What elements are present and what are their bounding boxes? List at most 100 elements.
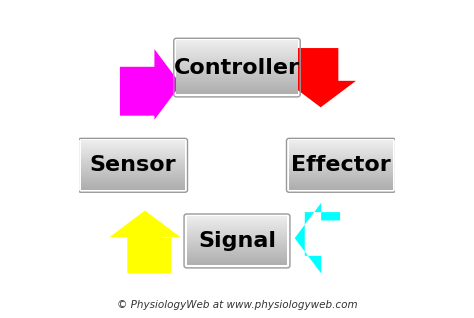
Bar — [187, 225, 287, 226]
Bar — [289, 147, 393, 149]
Bar — [81, 156, 185, 158]
Bar — [187, 216, 287, 218]
Bar — [187, 251, 287, 253]
Bar — [289, 143, 393, 145]
Bar — [289, 177, 393, 179]
Bar — [187, 244, 287, 246]
Bar — [81, 171, 185, 173]
Bar — [289, 169, 393, 171]
Bar — [187, 222, 287, 224]
Bar — [176, 69, 298, 71]
Bar — [289, 151, 393, 153]
Bar — [289, 164, 393, 166]
Bar — [187, 257, 287, 259]
Bar — [187, 262, 287, 264]
Bar — [81, 142, 185, 144]
Bar — [81, 151, 185, 153]
Bar — [81, 146, 185, 148]
Bar — [81, 144, 185, 146]
Bar — [187, 221, 287, 223]
Bar — [81, 157, 185, 159]
Bar — [187, 227, 287, 229]
Bar — [289, 163, 393, 165]
Text: © PhysiologyWeb at www.physiologyweb.com: © PhysiologyWeb at www.physiologyweb.com — [117, 300, 357, 310]
Bar — [187, 246, 287, 248]
Bar — [187, 229, 287, 231]
Bar — [187, 242, 287, 244]
Bar — [81, 141, 185, 143]
Bar — [187, 256, 287, 258]
Bar — [289, 173, 393, 175]
Bar — [81, 145, 185, 147]
Bar — [289, 188, 393, 190]
Bar — [81, 149, 185, 151]
Bar — [289, 184, 393, 186]
Bar — [81, 164, 185, 166]
Bar — [176, 66, 298, 68]
Bar — [176, 44, 298, 46]
Bar — [187, 254, 287, 256]
Bar — [187, 261, 287, 263]
Bar — [176, 80, 298, 81]
Bar — [176, 85, 298, 87]
Bar — [81, 166, 185, 168]
Bar — [187, 238, 287, 240]
Bar — [176, 84, 298, 86]
Polygon shape — [285, 48, 356, 107]
Bar — [176, 70, 298, 72]
Bar — [187, 250, 287, 252]
Bar — [289, 187, 393, 189]
Bar — [289, 149, 393, 151]
Bar — [289, 145, 393, 147]
Bar — [81, 162, 185, 164]
Bar — [187, 236, 287, 238]
Bar — [187, 260, 287, 262]
Bar — [81, 184, 185, 186]
Bar — [81, 176, 185, 178]
Bar — [187, 253, 287, 255]
Bar — [187, 228, 287, 230]
Bar — [81, 181, 185, 183]
Bar — [289, 180, 393, 182]
Bar — [187, 231, 287, 233]
Bar — [81, 147, 185, 149]
Bar — [176, 92, 298, 94]
Bar — [176, 74, 298, 76]
Bar — [81, 153, 185, 155]
Bar — [289, 140, 393, 142]
Bar — [176, 75, 298, 77]
Bar — [289, 150, 393, 152]
Bar — [176, 63, 298, 66]
Bar — [176, 50, 298, 52]
Bar — [187, 252, 287, 254]
Bar — [81, 179, 185, 181]
Bar — [187, 264, 287, 266]
Bar — [289, 161, 393, 162]
Bar — [289, 153, 393, 155]
Bar — [81, 162, 185, 163]
Bar — [289, 168, 393, 170]
Bar — [81, 152, 185, 154]
Bar — [187, 248, 287, 250]
Bar — [176, 62, 298, 64]
Bar — [289, 155, 393, 156]
Bar — [187, 259, 287, 260]
Bar — [187, 240, 287, 242]
Bar — [187, 249, 287, 251]
Bar — [81, 186, 185, 188]
Bar — [176, 61, 298, 63]
Bar — [176, 46, 298, 48]
Bar — [81, 154, 185, 156]
Bar — [289, 175, 393, 177]
Bar — [176, 86, 298, 88]
Bar — [176, 40, 298, 42]
Bar — [176, 52, 298, 54]
Bar — [176, 91, 298, 93]
Bar — [176, 65, 298, 66]
Polygon shape — [120, 49, 181, 120]
Bar — [176, 58, 298, 60]
Bar — [289, 182, 393, 184]
Bar — [81, 182, 185, 184]
Bar — [289, 156, 393, 158]
Bar — [81, 163, 185, 165]
